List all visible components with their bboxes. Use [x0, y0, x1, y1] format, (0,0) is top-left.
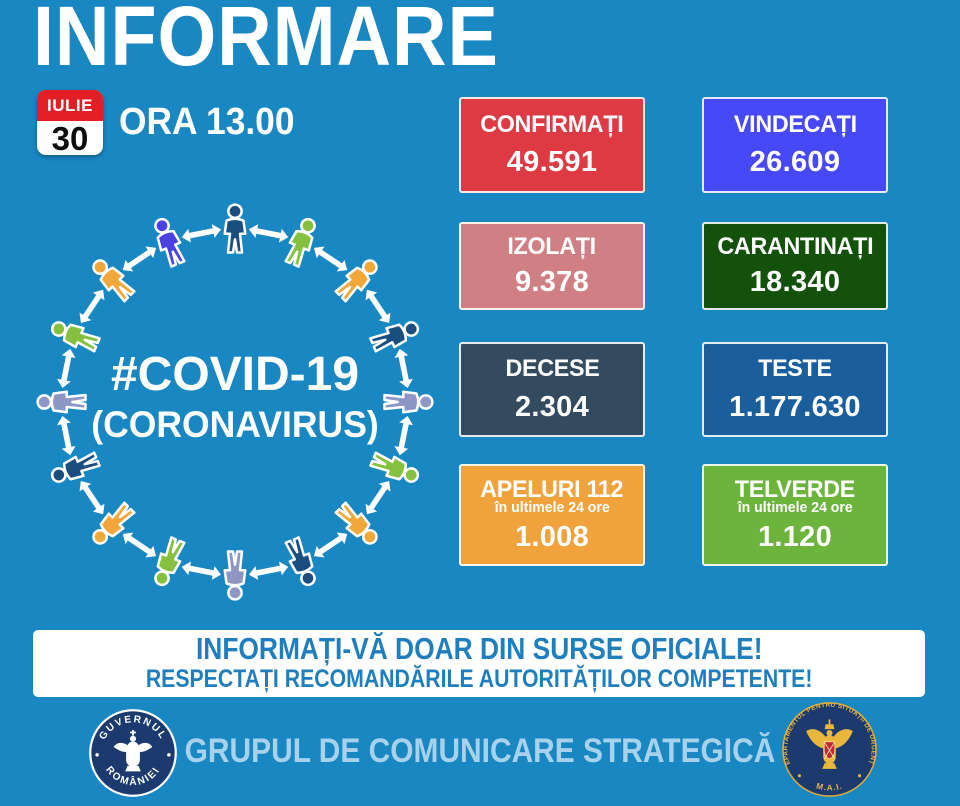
seal-dot	[797, 774, 801, 778]
banner-line2: RESPECTAȚI RECOMANDĂRILE AUTORITĂȚILOR C…	[145, 665, 813, 694]
seal-dot	[858, 774, 862, 778]
calendar-date-icon: IULIE 30	[37, 90, 103, 155]
stat-label: CONFIRMAȚI	[480, 110, 624, 138]
official-sources-banner: INFORMAȚI-VĂ DOAR DIN SURSE OFICIALE! RE…	[33, 630, 925, 697]
calendar-day: 30	[51, 119, 89, 155]
stat-box-carantinati: CARANTINAȚI 18.340	[702, 222, 888, 310]
exchange-arrow-icon	[394, 415, 413, 456]
stat-box-decese: DECESE 2.304	[459, 342, 645, 437]
stat-box-vindecati: VINDECAȚI 26.609	[702, 97, 888, 193]
shield-cross	[823, 741, 836, 760]
exchange-arrow-icon	[57, 348, 76, 389]
stat-value: 18.340	[749, 266, 841, 298]
person-icon	[36, 390, 87, 414]
stat-value: 2.304	[514, 390, 590, 423]
exchange-arrow-icon	[122, 246, 157, 272]
person-icon	[284, 536, 316, 587]
stat-value: 1.008	[514, 521, 590, 554]
stat-sublabel: în ultimele 24 ore	[737, 499, 853, 516]
exchange-arrow-icon	[313, 532, 348, 558]
person-icon	[223, 203, 247, 254]
exchange-arrow-icon	[394, 348, 413, 389]
person-icon	[369, 451, 420, 483]
person-icon	[50, 321, 101, 353]
stat-box-telverde: TELVERDE în ultimele 24 ore 1.120	[702, 464, 888, 566]
dsu-eagle-icon	[806, 719, 853, 769]
seal-dot	[167, 753, 171, 757]
exchange-arrow-icon	[79, 289, 105, 324]
person-icon	[92, 501, 136, 545]
person-icon	[334, 259, 378, 303]
stat-value: 1.120	[757, 521, 833, 554]
person-icon	[223, 550, 247, 601]
calendar-month: IULIE	[37, 90, 103, 121]
stat-value: 26.609	[749, 146, 841, 179]
eagle-icon	[113, 730, 153, 772]
report-time: ORA 13.00	[119, 101, 295, 143]
seal-bottom-text: M.A.I.	[815, 781, 843, 792]
exchange-arrow-icon	[181, 561, 222, 580]
stat-value: 9.378	[514, 266, 590, 298]
banner-line1: INFORMAȚI-VĂ DOAR DIN SURSE OFICIALE!	[195, 631, 763, 667]
stat-value: 1.177.630	[729, 390, 861, 423]
stat-sublabel: în ultimele 24 ore	[494, 499, 610, 516]
stat-label: CARANTINAȚI	[717, 233, 873, 260]
exchange-arrow-icon	[122, 532, 157, 558]
exchange-arrow-icon	[181, 224, 222, 243]
person-icon	[284, 217, 316, 268]
stat-value: 49.591	[506, 146, 598, 179]
stat-box-izolati: IZOLAȚI 9.378	[459, 222, 645, 310]
dsu-mai-seal: DEPARTAMENTUL PENTRU SITUAȚII DE URGENȚĂ…	[782, 702, 877, 797]
person-icon	[154, 536, 186, 587]
stat-box-apeluri-112: APELURI 112 în ultimele 24 ore 1.008	[459, 464, 645, 566]
stat-label: VINDECAȚI	[733, 110, 857, 138]
stat-box-teste: TESTE 1.177.630	[702, 342, 888, 437]
exchange-arrow-icon	[248, 224, 289, 243]
footer-title: GRUPUL DE COMUNICARE STRATEGICĂ	[184, 732, 776, 770]
stat-label: DECESE	[505, 355, 599, 383]
seal-dot	[95, 753, 99, 757]
person-icon	[369, 321, 420, 353]
stat-label: APELURI 112	[480, 475, 624, 503]
covid-hashtag: #COVID-19	[110, 348, 360, 401]
coronavirus-label: (CORONAVIRUS)	[91, 404, 379, 445]
stat-label: TELVERDE	[734, 475, 856, 503]
stat-label: IZOLAȚI	[507, 233, 597, 260]
page-title: INFORMARE	[33, 0, 499, 83]
person-icon	[50, 451, 101, 483]
stat-label: TESTE	[758, 355, 832, 383]
person-icon	[92, 259, 136, 303]
person-icon	[334, 501, 378, 545]
exchange-arrow-icon	[79, 480, 105, 515]
stat-box-confirmati: CONFIRMAȚI 49.591	[459, 97, 645, 193]
people-circle	[36, 203, 434, 601]
exchange-arrow-icon	[248, 561, 289, 580]
exchange-arrow-icon	[365, 480, 391, 515]
exchange-arrow-icon	[365, 289, 391, 324]
exchange-arrow-icon	[313, 246, 348, 272]
guvernul-romaniei-seal: GUVERNUL ROMÂNIEI	[89, 709, 177, 797]
person-icon	[383, 390, 434, 414]
person-icon	[154, 217, 186, 268]
exchange-arrow-icon	[57, 415, 76, 456]
